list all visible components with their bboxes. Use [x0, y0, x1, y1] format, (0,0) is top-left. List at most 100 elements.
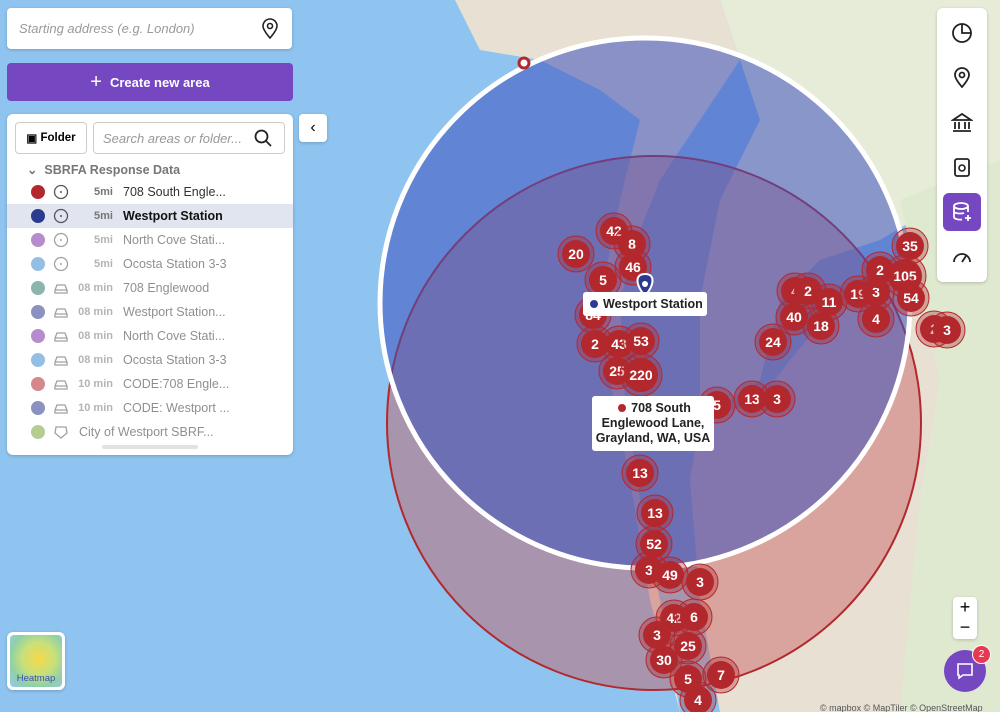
- cluster-count: 46: [625, 259, 641, 275]
- color-dot: [31, 209, 45, 223]
- popup-text: 708 South Englewood Lane, Grayland, WA, US…: [596, 401, 711, 445]
- group-header[interactable]: ⌄ SBRFA Response Data: [27, 163, 181, 177]
- toolbar: [937, 8, 987, 282]
- popup: [583, 292, 707, 316]
- cluster-count: 40: [786, 309, 802, 325]
- cluster: [933, 316, 961, 344]
- area-row[interactable]: 5mi 708 South Engle...: [7, 180, 293, 204]
- area-name: 708 South Engle...: [123, 185, 226, 199]
- area-row[interactable]: 10 min CODE:708 Engle...: [7, 372, 293, 396]
- cluster: [794, 277, 822, 305]
- cluster-count: 4: [694, 692, 702, 708]
- color-dot: [31, 185, 45, 199]
- area-name: Ocosta Station 3-3: [123, 257, 227, 271]
- area-row[interactable]: 10 min CODE: Westport ...: [7, 396, 293, 420]
- area-time: 5mi: [94, 234, 113, 246]
- address-search[interactable]: Starting address (e.g. London): [7, 8, 292, 49]
- report-tool[interactable]: [943, 148, 981, 186]
- cluster-count: 3: [696, 574, 704, 590]
- cluster-count: 4: [872, 311, 880, 327]
- stats-tool[interactable]: [943, 14, 981, 52]
- cluster-count: 25: [680, 638, 696, 654]
- area-icon: [53, 256, 69, 272]
- cluster: [589, 266, 617, 294]
- cluster-count: 18: [813, 318, 829, 334]
- cluster-count: 13: [744, 391, 760, 407]
- cluster-count: 6: [690, 609, 698, 625]
- area-row[interactable]: 5mi Westport Station: [7, 204, 293, 228]
- area-row[interactable]: 08 min Ocosta Station 3-3: [7, 348, 293, 372]
- color-dot: [31, 305, 45, 319]
- cluster: [641, 499, 669, 527]
- pin-dot: [642, 281, 648, 287]
- cluster-count: 5: [599, 272, 607, 288]
- area-row[interactable]: 5mi Ocosta Station 3-3: [7, 252, 293, 276]
- cluster: [684, 686, 712, 712]
- heatmap-toggle[interactable]: Heatmap: [7, 632, 65, 690]
- popup-dot: [590, 300, 598, 308]
- area-row[interactable]: 5mi North Cove Stati...: [7, 228, 293, 252]
- cluster: [674, 665, 702, 693]
- institution-tool[interactable]: [943, 104, 981, 142]
- area-row[interactable]: 08 min North Cove Stati...: [7, 324, 293, 348]
- chat-icon: [957, 663, 973, 680]
- zoom-in[interactable]: +: [959, 597, 971, 617]
- area-row[interactable]: 08 min 708 Englewood: [7, 276, 293, 300]
- cluster: [780, 303, 808, 331]
- popup-line: 708 South: [631, 401, 691, 415]
- area-name: City of Westport SBRF...: [79, 425, 214, 439]
- cluster-count: 220: [629, 367, 653, 383]
- zoom-out[interactable]: −: [959, 617, 971, 637]
- color-dot: [31, 353, 45, 367]
- location-tool[interactable]: [943, 58, 981, 96]
- cluster: [562, 240, 590, 268]
- areas-panel: ▣ Folder Search areas or folder... ⌄ SBR…: [7, 114, 293, 455]
- cluster-count: 3: [872, 284, 880, 300]
- plus: +: [90, 70, 102, 93]
- area-search[interactable]: Search areas or folder...: [93, 122, 285, 154]
- area-icon: [53, 184, 69, 200]
- heatmap-thumb: Heatmap: [10, 635, 62, 687]
- cluster: [627, 327, 655, 355]
- collapse-button[interactable]: ‹: [299, 114, 327, 142]
- cluster-count: 5: [713, 397, 721, 413]
- label: Create new area: [109, 74, 210, 90]
- cluster: [707, 661, 735, 689]
- speed-tool[interactable]: [943, 238, 981, 276]
- cluster-count: 54: [903, 290, 919, 306]
- cluster-count: 42: [606, 223, 622, 239]
- cluster-count: 24: [765, 334, 781, 350]
- area-name: 708 Englewood: [123, 281, 210, 295]
- zoom-controls: + −: [953, 597, 977, 639]
- heatmap-label: Heatmap: [16, 673, 56, 684]
- area-time: 08 min: [78, 306, 113, 318]
- cluster-count: 11: [822, 294, 837, 310]
- area-row[interactable]: City of Westport SBRF...: [7, 420, 293, 444]
- marker: [517, 56, 531, 70]
- color-dot: [31, 281, 45, 295]
- chat-badge: 2: [972, 645, 991, 664]
- cluster: [862, 305, 890, 333]
- area-name: Westport Station...: [123, 305, 226, 319]
- popup-line: Englewood Lane,: [602, 416, 705, 430]
- data-tool[interactable]: [943, 193, 981, 231]
- area-time: 08 min: [78, 354, 113, 366]
- chat-button[interactable]: 2: [944, 645, 991, 692]
- cluster-count: 13: [647, 505, 663, 521]
- area-row[interactable]: 08 min Westport Station...: [7, 300, 293, 324]
- cluster: [686, 568, 714, 596]
- area-icon: [53, 208, 69, 224]
- area-name: Westport Station: [123, 209, 223, 223]
- folder-button[interactable]: ▣ Folder: [15, 122, 87, 154]
- area-time: 5mi: [94, 258, 113, 270]
- cluster: [763, 385, 791, 413]
- cluster-count: 2: [876, 262, 884, 278]
- area-icon: [53, 232, 69, 248]
- area-time: 08 min: [78, 330, 113, 342]
- cluster: [896, 232, 924, 260]
- create-area-button[interactable]: + Create new area: [7, 63, 293, 101]
- color-dot: [31, 401, 45, 415]
- cluster-count: 13: [632, 465, 648, 481]
- cluster-count: 35: [902, 238, 918, 254]
